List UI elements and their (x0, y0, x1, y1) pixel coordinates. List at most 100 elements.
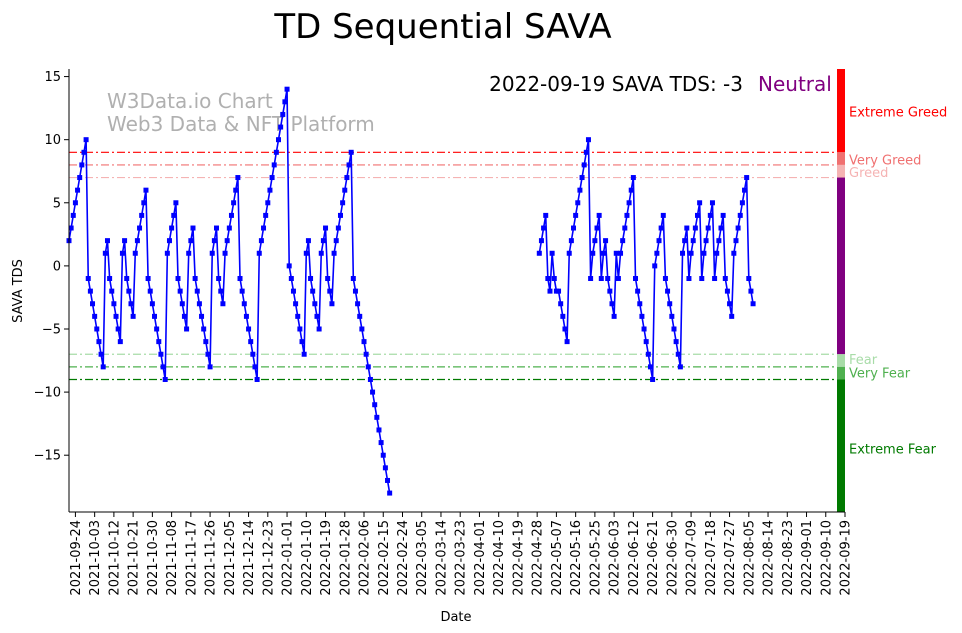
data-point (724, 288, 730, 294)
y-tick-label: 15 (44, 70, 61, 85)
data-point (588, 276, 594, 282)
data-point (152, 313, 158, 319)
data-point (592, 238, 598, 244)
data-point (254, 376, 260, 382)
data-point (577, 187, 583, 193)
data-point (337, 212, 343, 218)
data-point (241, 301, 247, 307)
data-point (175, 276, 181, 282)
x-tick-label: 2022-06-30 (665, 520, 680, 596)
data-point (370, 389, 376, 395)
data-point (243, 313, 249, 319)
data-point (318, 250, 324, 256)
data-point (340, 200, 346, 206)
data-point (220, 301, 226, 307)
x-tick-label: 2022-04-19 (511, 520, 526, 596)
data-point (273, 149, 279, 155)
y-ticks: −15 −10 −5 0 5 10 15 (34, 70, 69, 464)
data-point (269, 175, 275, 181)
zone-label: Very Fear (849, 367, 911, 382)
data-point (699, 276, 705, 282)
latest-annotation: 2022-09-19 SAVA TDS: -3 Neutral (489, 72, 832, 96)
data-point (665, 288, 671, 294)
data-point (190, 225, 196, 231)
data-point (361, 339, 367, 345)
data-point (718, 225, 724, 231)
y-tick-label: 10 (44, 133, 61, 148)
data-point (162, 376, 168, 382)
data-point (154, 326, 160, 332)
zone-bar-segment-3 (837, 177, 845, 355)
data-point (250, 351, 256, 357)
data-point (549, 250, 555, 256)
data-point (348, 149, 354, 155)
y-axis-label: SAVA TDS (11, 259, 26, 323)
data-point (656, 238, 662, 244)
data-point (746, 276, 752, 282)
watermark-line-2: Web3 Data & NFT Platform (107, 112, 375, 136)
zone-label: Extreme Fear (849, 442, 937, 457)
data-point (132, 250, 138, 256)
data-point (712, 276, 718, 282)
data-point (143, 187, 149, 193)
data-point (357, 313, 363, 319)
data-point (594, 225, 600, 231)
data-point (282, 99, 288, 105)
data-point (226, 225, 232, 231)
x-tick-label: 2021-09-24 (69, 520, 84, 596)
data-point (128, 301, 134, 307)
data-point (667, 301, 673, 307)
data-point (701, 250, 707, 256)
data-point (263, 212, 269, 218)
data-point (568, 238, 574, 244)
data-point (134, 238, 140, 244)
data-point (207, 364, 213, 370)
data-point (308, 276, 314, 282)
data-point (115, 326, 121, 332)
data-point (222, 250, 228, 256)
data-point (688, 250, 694, 256)
data-point (748, 288, 754, 294)
data-point (233, 187, 239, 193)
x-tick-label: 2022-02-06 (358, 520, 373, 596)
data-point (671, 326, 677, 332)
data-point (660, 212, 666, 218)
data-point (98, 351, 104, 357)
data-point (641, 326, 647, 332)
data-point (205, 351, 211, 357)
data-point (211, 238, 217, 244)
data-point (633, 276, 638, 282)
data-point (695, 212, 700, 218)
data-point (271, 162, 277, 168)
data-point (692, 225, 698, 231)
data-point (729, 313, 735, 319)
x-ticks: 2021-09-24 2021-10-03 2021-10-12 2021-10-21… (69, 512, 854, 596)
data-point (363, 351, 369, 357)
data-point (750, 301, 756, 307)
data-point (267, 187, 273, 193)
data-point (145, 276, 151, 282)
data-point (562, 326, 568, 332)
data-point (117, 339, 123, 345)
x-tick-label: 2021-10-30 (146, 520, 161, 596)
data-point (77, 175, 83, 181)
data-point (158, 351, 164, 357)
data-point (126, 288, 132, 294)
series-points (66, 86, 756, 496)
data-point (374, 414, 380, 420)
data-point (261, 225, 267, 231)
x-tick-label: 2022-04-10 (492, 520, 507, 596)
data-point (231, 200, 237, 206)
data-point (284, 86, 290, 92)
data-point (181, 313, 187, 319)
x-tick-label: 2022-05-25 (588, 520, 603, 596)
data-point (256, 250, 262, 256)
data-point (598, 276, 604, 282)
x-tick-label: 2022-01-10 (300, 520, 315, 596)
data-point (626, 200, 632, 206)
data-point (643, 339, 649, 345)
x-tick-label: 2022-02-15 (377, 520, 392, 596)
x-tick-label: 2022-01-28 (338, 520, 353, 596)
data-point (329, 301, 335, 307)
data-point (171, 212, 177, 218)
